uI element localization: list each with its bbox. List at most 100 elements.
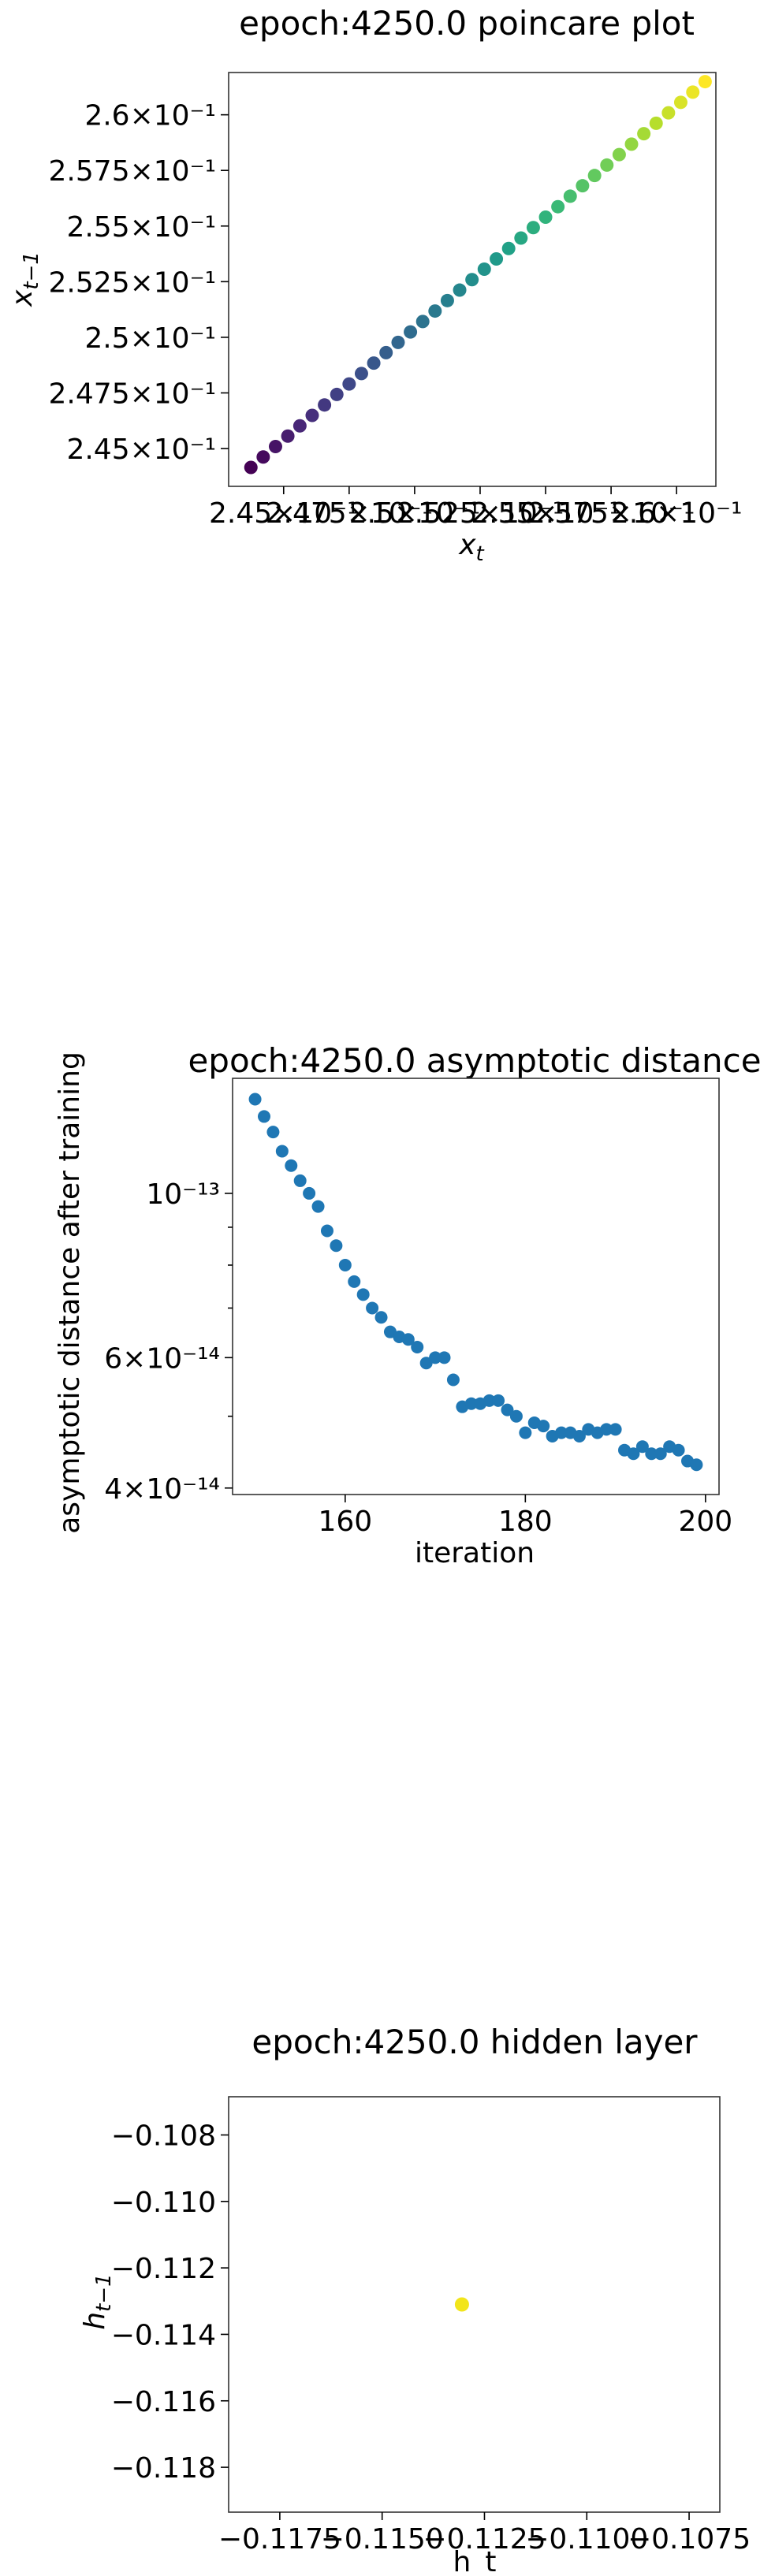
hidden-layer-y-tick-label: −0.116 xyxy=(111,2386,216,2418)
asymptotic-point xyxy=(572,1429,586,1442)
asymptotic-y-tick-label: 6×10⁻¹⁴ xyxy=(104,1342,220,1375)
asymptotic-point xyxy=(446,1373,460,1387)
poincare-point xyxy=(477,262,491,277)
poincare-point xyxy=(415,315,430,329)
hidden-layer-y-tick-label: −0.110 xyxy=(111,2187,216,2219)
poincare-point xyxy=(305,408,319,423)
asymptotic-point xyxy=(303,1186,316,1200)
asymptotic-point xyxy=(248,1093,262,1106)
poincare-point xyxy=(637,127,651,141)
hidden-layer-x-tick-label: −0.1125 xyxy=(423,2523,546,2556)
asymptotic-x-tick-label: 200 xyxy=(679,1506,733,1538)
hidden-layer-plot-frame xyxy=(228,2096,721,2513)
poincare-point xyxy=(661,106,676,120)
hidden-layer-x-axis-label: h_t xyxy=(453,2546,497,2576)
poincare-point xyxy=(379,345,393,359)
asymptotic-distance-chart: epoch:4250.0 asymptotic distance 4×10⁻¹⁴… xyxy=(54,1041,762,1569)
poincare-x-tick-label: 2.55×10⁻¹ xyxy=(471,497,620,530)
asymptotic-point xyxy=(627,1447,640,1461)
poincare-x-tick-label: 2.45×10⁻¹ xyxy=(209,497,359,530)
hidden-layer-y-tick-label: −0.114 xyxy=(111,2319,216,2351)
asymptotic-point xyxy=(356,1288,370,1301)
poincare-y-tick-label: 2.575×10⁻¹ xyxy=(49,155,216,188)
asymptotic-point xyxy=(257,1110,270,1123)
asymptotic-point xyxy=(537,1420,550,1433)
poincare-point xyxy=(587,169,602,183)
poincare-point xyxy=(244,460,258,475)
asymptotic-tick-group: 4×10⁻¹⁴ 6×10⁻¹⁴ 10⁻¹³ 160 180 200 xyxy=(104,1178,732,1538)
hidden-layer-x-tick-label: −0.1175 xyxy=(218,2523,341,2556)
asymptotic-point xyxy=(266,1126,280,1139)
hidden-layer-x-tick-label: −0.1075 xyxy=(628,2523,751,2556)
asymptotic-point xyxy=(330,1239,343,1253)
poincare-y-tick-label: 2.45×10⁻¹ xyxy=(66,434,216,466)
poincare-point xyxy=(490,252,504,266)
asymptotic-point xyxy=(635,1440,649,1454)
poincare-point xyxy=(354,367,368,381)
hidden-layer-chart-title: epoch:4250.0 hidden layer xyxy=(252,2023,698,2061)
asymptotic-point xyxy=(293,1174,307,1187)
poincare-x-tick-label: 2.5×10⁻¹ xyxy=(349,497,481,530)
poincare-point xyxy=(538,210,553,224)
poincare-point xyxy=(612,147,626,162)
hidden-layer-chart: epoch:4250.0 hidden layer −0.108−0.110−0… xyxy=(79,2023,751,2576)
asymptotic-point xyxy=(645,1447,658,1461)
asymptotic-point xyxy=(401,1333,415,1346)
poincare-x-tick-label: 2.475×10⁻¹ xyxy=(266,497,433,530)
asymptotic-y-tick-label: 10⁻¹³ xyxy=(146,1178,220,1211)
hidden-layer-y-tick-label: −0.118 xyxy=(111,2452,216,2485)
poincare-point xyxy=(514,231,528,245)
poincare-point xyxy=(440,293,454,307)
asymptotic-point xyxy=(275,1145,289,1158)
poincare-point xyxy=(342,377,356,391)
poincare-y-tick-label: 2.5×10⁻¹ xyxy=(84,322,216,355)
poincare-chart-title: epoch:4250.0 poincare plot xyxy=(239,4,695,43)
poincare-point xyxy=(698,75,712,89)
asymptotic-point xyxy=(338,1258,352,1271)
hidden-layer-tick-group: −0.108 −0.110 −0.112 −0.114 −0.116 −0.118 −0.1… xyxy=(111,2120,751,2556)
poincare-point xyxy=(404,325,418,339)
poincare-point xyxy=(686,85,700,99)
asymptotic-x-tick-label: 160 xyxy=(318,1506,372,1538)
poincare-x-tick-label: 2.6×10⁻¹ xyxy=(611,497,743,530)
hidden-layer-y-tick-label: −0.108 xyxy=(111,2120,216,2152)
asymptotic-point xyxy=(672,1443,685,1457)
poincare-point xyxy=(501,241,516,255)
poincare-point xyxy=(551,199,565,214)
poincare-point xyxy=(281,429,295,443)
poincare-x-tick-label: 2.575×10⁻¹ xyxy=(527,497,695,530)
asymptotic-point xyxy=(438,1351,451,1364)
asymptotic-point xyxy=(609,1423,622,1436)
poincare-plot-frame xyxy=(228,72,717,487)
poincare-y-tick-label: 2.55×10⁻¹ xyxy=(66,211,216,244)
asymptotic-points xyxy=(248,1093,703,1472)
asymptotic-point xyxy=(285,1159,298,1172)
hidden-layer-y-axis-label: ht−1 xyxy=(79,2273,116,2329)
poincare-point xyxy=(453,283,467,297)
hidden-layer-y-tick-label: −0.112 xyxy=(111,2253,216,2285)
asymptotic-point xyxy=(464,1397,478,1410)
hidden-layer-x-tick-label: −0.1100 xyxy=(525,2523,648,2556)
poincare-x-axis-label: xt xyxy=(458,529,484,566)
poincare-point xyxy=(673,95,687,110)
poincare-chart: epoch:4250.0 poincare plot 2.45×10⁻¹2.47… xyxy=(6,4,742,566)
poincare-point xyxy=(576,179,590,193)
poincare-y-tick-label: 2.6×10⁻¹ xyxy=(84,100,216,132)
asymptotic-x-axis-label: iteration xyxy=(415,1537,535,1569)
poincare-y-tick-label: 2.525×10⁻¹ xyxy=(49,266,216,299)
poincare-y-axis-label: xt−1 xyxy=(6,251,43,307)
asymptotic-point xyxy=(366,1301,379,1315)
hidden-layer-point xyxy=(454,2297,469,2312)
poincare-point xyxy=(367,356,381,370)
asymptotic-point xyxy=(429,1351,442,1364)
poincare-point xyxy=(465,273,479,287)
hidden-layer-points xyxy=(454,2297,469,2312)
poincare-point xyxy=(318,398,332,412)
poincare-point xyxy=(292,419,307,433)
asymptotic-point xyxy=(555,1426,568,1439)
asymptotic-plot-frame xyxy=(232,1078,720,1495)
asymptotic-x-tick-label: 180 xyxy=(498,1506,553,1538)
poincare-point xyxy=(268,439,282,453)
asymptotic-point xyxy=(519,1426,532,1439)
